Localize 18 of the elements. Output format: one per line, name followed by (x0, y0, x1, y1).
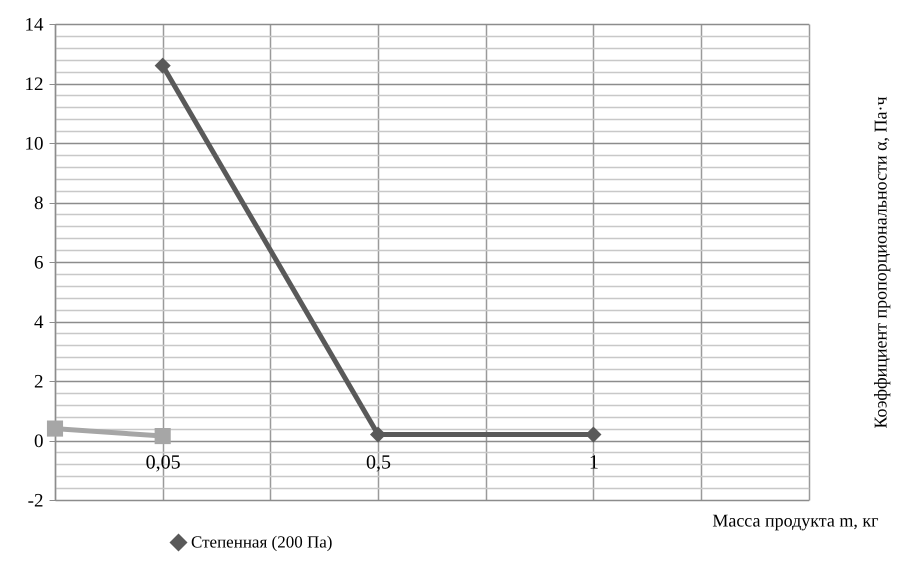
point (46, 420, 64, 437)
x-tick-label: 0,5 (366, 452, 392, 474)
y-tick-label: 2 (34, 372, 44, 392)
y-tick-label: 6 (34, 252, 44, 274)
y-tick-label: 14 (24, 14, 44, 36)
y-tick-label: 4 (34, 312, 44, 333)
y-axis-title: Коэффициент пропорциональности α, Па·ч (870, 96, 890, 429)
legend-label: Степенная (200 Па) (191, 532, 332, 552)
y-tick-label: -2 (28, 490, 44, 512)
y-tick-label: 0 (34, 431, 44, 452)
x-tick-label: 1 (588, 452, 599, 474)
y-tick-label: 10 (24, 134, 44, 154)
point (154, 428, 171, 444)
x-tick-label: 0,05 (146, 452, 181, 474)
x-axis-title: Масса продукта m, кг (712, 510, 878, 530)
point (154, 58, 171, 74)
y-tick-label: 8 (34, 193, 44, 214)
y-tick-label: 12 (24, 74, 44, 95)
